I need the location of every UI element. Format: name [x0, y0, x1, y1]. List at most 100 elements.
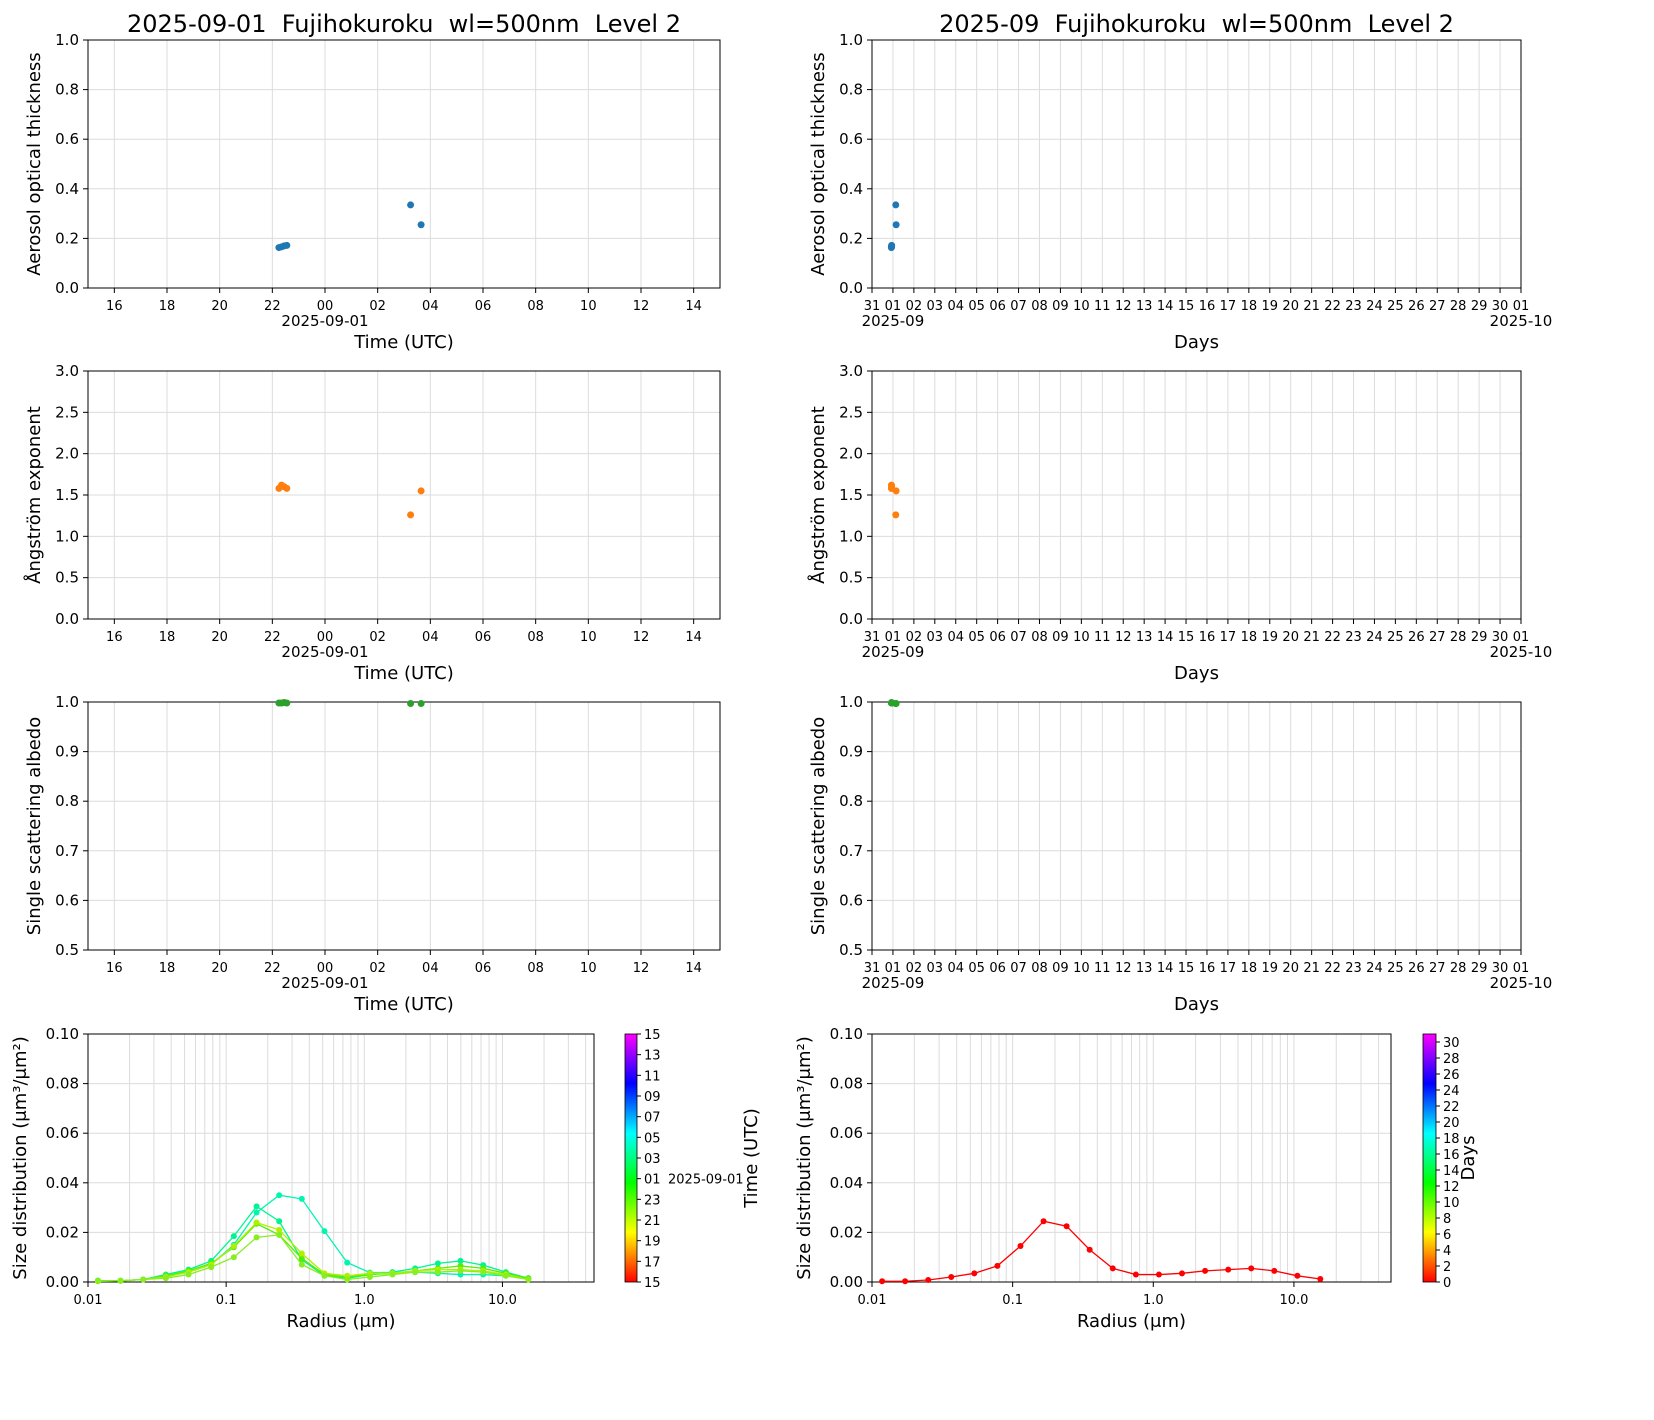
- x-tick-label: 26: [1408, 961, 1425, 976]
- x-tick-label: 19: [1262, 961, 1279, 976]
- x-tick-label: 00: [317, 299, 334, 314]
- x-tick-label: 19: [1262, 630, 1279, 645]
- x-tick-label: 05: [968, 961, 985, 976]
- data-point: [298, 1250, 305, 1257]
- y-tick-label: 0.5: [839, 569, 863, 587]
- panel: 16 18 20 22 00 02 04 06 08 10 12 14 2025-09-01 0.5 0.6…: [24, 693, 721, 1015]
- x-tick-label: 06: [989, 299, 1006, 314]
- colorbar-tick-label: 01: [644, 1173, 661, 1188]
- data-point: [253, 1209, 260, 1216]
- data-point: [1202, 1267, 1209, 1274]
- x-tick-label: 1.0: [1143, 1293, 1164, 1308]
- data-point: [283, 241, 291, 249]
- x-tick-label: 16: [106, 961, 123, 976]
- data-point: [1178, 1270, 1185, 1277]
- y-tick-label: 0.2: [55, 229, 79, 247]
- x-tick-sublabel: 2025-10: [1490, 974, 1553, 992]
- y-axis-label: Single scattering albedo: [24, 717, 45, 935]
- data-point: [321, 1272, 328, 1279]
- x-tick-label: 21: [1303, 630, 1320, 645]
- x-tick-label: 12: [1115, 299, 1132, 314]
- x-tick-label: 10.0: [1279, 1293, 1308, 1308]
- x-tick-label: 01: [885, 630, 902, 645]
- data-point: [480, 1269, 487, 1276]
- x-tick-label: 24: [1366, 299, 1383, 314]
- data-point: [276, 1192, 283, 1199]
- data-point: [892, 221, 900, 229]
- y-tick-label: 0.9: [55, 743, 79, 761]
- x-tick-label: 28: [1450, 630, 1467, 645]
- y-tick-label: 0.0: [839, 279, 863, 297]
- colorbar-sublabel: 2025-09-01: [668, 1173, 744, 1188]
- x-tick-label: 31: [864, 299, 881, 314]
- x-tick-label: 01: [885, 299, 902, 314]
- data-point: [1040, 1218, 1047, 1225]
- x-tick-label: 05: [968, 299, 985, 314]
- x-tick-label: 10: [1073, 961, 1090, 976]
- colorbar-tick-label: 03: [644, 1152, 661, 1167]
- x-tick-label: 08: [1031, 630, 1048, 645]
- x-tick-label: 08: [527, 961, 544, 976]
- x-tick-sublabel: 2025-09-01: [281, 643, 368, 661]
- y-tick-label: 0.5: [55, 569, 79, 587]
- x-tick-label: 26: [1408, 299, 1425, 314]
- x-tick-label: 27: [1429, 299, 1446, 314]
- data-point: [888, 241, 896, 249]
- panel: 0.01 0.1 1.0 10.0 0.00 0.02 0.04 0.06 0.08 0.10 Ra…: [794, 1025, 1479, 1332]
- y-tick-label: 0.10: [830, 1025, 863, 1043]
- y-tick-label: 0.9: [839, 743, 863, 761]
- x-tick-label: 22: [264, 961, 281, 976]
- x-tick-label: 18: [159, 299, 176, 314]
- plot-frame: [871, 39, 1522, 289]
- x-axis-label: Time (UTC): [353, 663, 454, 684]
- colorbar-tick-label: 30: [1443, 1036, 1460, 1051]
- data-point: [298, 1255, 305, 1262]
- y-tick-label: 0.4: [55, 180, 79, 198]
- x-tick-label: 06: [989, 630, 1006, 645]
- y-axis-label: Aerosol optical thickness: [808, 52, 829, 275]
- y-tick-label: 0.5: [839, 941, 863, 959]
- data-point: [253, 1219, 260, 1226]
- x-tick-label: 30: [1492, 299, 1509, 314]
- x-tick-label: 11: [1094, 630, 1111, 645]
- data-point: [407, 699, 415, 707]
- data-point: [994, 1262, 1001, 1269]
- data-point: [434, 1260, 441, 1267]
- x-tick-label: 20: [211, 630, 228, 645]
- data-point: [162, 1275, 169, 1282]
- colorbar-tick-label: 13: [644, 1049, 661, 1064]
- x-tick-label: 06: [475, 961, 492, 976]
- data-point: [298, 1261, 305, 1268]
- x-axis-label: Days: [1174, 332, 1219, 353]
- data-point: [94, 1278, 101, 1285]
- colorbar-tick-label: 15: [644, 1028, 661, 1043]
- x-tick-label: 22: [1324, 299, 1341, 314]
- x-tick-label: 02: [369, 630, 386, 645]
- data-point: [1271, 1267, 1278, 1274]
- x-tick-label: 08: [527, 630, 544, 645]
- x-tick-label: 29: [1471, 630, 1488, 645]
- data-point: [230, 1254, 237, 1261]
- data-point: [1225, 1266, 1232, 1273]
- series-line: [882, 1220, 1321, 1282]
- x-tick-label: 01: [1513, 630, 1530, 645]
- data-point: [925, 1277, 932, 1284]
- x-tick-label: 0.01: [74, 1293, 103, 1308]
- x-axis-label: Time (UTC): [353, 994, 454, 1015]
- colorbar-tick-label: 09: [644, 1090, 661, 1105]
- colorbar-tick-label: 23: [644, 1193, 661, 1208]
- data-point: [407, 511, 415, 519]
- x-tick-label: 13: [1136, 299, 1153, 314]
- x-tick-label: 1.0: [354, 1293, 375, 1308]
- x-tick-label: 30: [1492, 630, 1509, 645]
- y-tick-label: 0.5: [55, 941, 79, 959]
- data-point: [1109, 1265, 1116, 1272]
- y-tick-label: 0.0: [839, 610, 863, 628]
- x-axis-label: Time (UTC): [353, 332, 454, 353]
- colorbar-tick-label: 4: [1443, 1244, 1451, 1259]
- data-point: [417, 221, 425, 229]
- y-tick-label: 0.0: [55, 279, 79, 297]
- colorbar-tick-label: 11: [644, 1069, 661, 1084]
- x-tick-label: 08: [527, 299, 544, 314]
